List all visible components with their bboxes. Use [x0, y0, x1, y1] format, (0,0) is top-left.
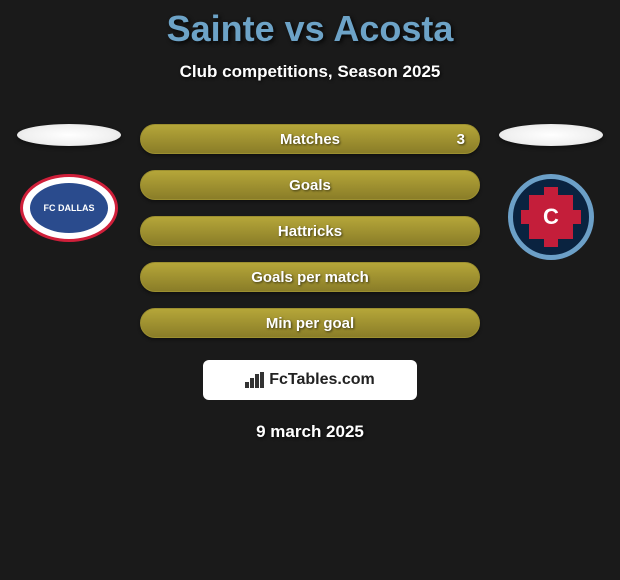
stat-label: Hattricks [278, 223, 342, 240]
watermark[interactable]: FcTables.com [203, 360, 417, 400]
subtitle: Club competitions, Season 2025 [0, 62, 620, 82]
stat-label: Goals [289, 177, 331, 194]
chart-icon [245, 372, 265, 388]
stats-column: Matches 3 Goals Hattricks Goals per matc… [140, 124, 480, 338]
left-player-col: FC DALLAS [16, 124, 122, 242]
page-title: Sainte vs Acosta [0, 8, 620, 50]
stat-bar-hattricks: Hattricks [140, 216, 480, 246]
main-row: FC DALLAS Matches 3 Goals Hattricks Goal… [0, 124, 620, 338]
stat-value-right: 3 [457, 131, 465, 148]
right-player-col: C [498, 124, 604, 260]
stat-label: Matches [280, 131, 340, 148]
comparison-widget: Sainte vs Acosta Club competitions, Seas… [0, 0, 620, 442]
stat-bar-goals: Goals [140, 170, 480, 200]
left-team-logo: FC DALLAS [20, 174, 118, 242]
stat-bar-min-per-goal: Min per goal [140, 308, 480, 338]
chicago-fire-icon: C [529, 195, 573, 239]
stat-bar-matches: Matches 3 [140, 124, 480, 154]
watermark-text: FcTables.com [269, 371, 375, 389]
right-team-logo: C [508, 174, 594, 260]
stat-label: Min per goal [266, 315, 354, 332]
left-player-oval [17, 124, 121, 146]
match-date: 9 march 2025 [0, 422, 620, 442]
stat-label: Goals per match [251, 269, 369, 286]
fc-dallas-icon: FC DALLAS [30, 183, 108, 233]
right-player-oval [499, 124, 603, 146]
stat-bar-goals-per-match: Goals per match [140, 262, 480, 292]
